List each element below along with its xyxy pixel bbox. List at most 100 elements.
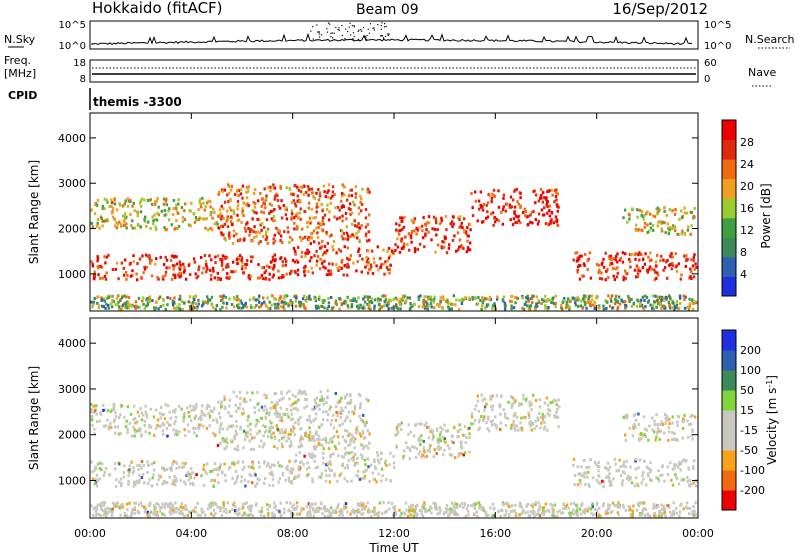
heatmap-cell xyxy=(275,424,278,428)
heatmap-cell xyxy=(315,507,318,511)
heatmap-cell xyxy=(201,271,204,275)
heatmap-cell xyxy=(336,266,339,270)
heatmap-cell xyxy=(311,480,314,484)
heatmap-cell xyxy=(111,215,115,219)
heatmap-cell xyxy=(450,302,453,306)
heatmap-cell xyxy=(504,513,507,517)
heatmap-cell xyxy=(153,504,156,508)
heatmap-cell xyxy=(270,436,273,440)
heatmap-cell xyxy=(303,304,306,308)
heatmap-cell xyxy=(513,426,516,430)
heatmap-cell xyxy=(328,234,332,238)
heatmap-cell xyxy=(495,218,498,221)
heatmap-cell xyxy=(276,446,279,450)
heatmap-cell xyxy=(253,225,256,229)
noise-search-point xyxy=(368,32,371,34)
heatmap-cell xyxy=(407,432,410,436)
heatmap-cell xyxy=(480,393,483,397)
heatmap-cell xyxy=(169,416,173,420)
heatmap-cell xyxy=(351,233,354,237)
heatmap-cell xyxy=(225,306,228,310)
heatmap-cell xyxy=(514,214,518,218)
heatmap-cell xyxy=(254,230,258,234)
heatmap-cell xyxy=(662,304,665,308)
heatmap-cell xyxy=(273,186,277,190)
heatmap-cell xyxy=(347,194,351,198)
heatmap-cell xyxy=(300,392,303,395)
heatmap-cell xyxy=(107,253,110,257)
heatmap-cell xyxy=(290,209,293,213)
heatmap-cell xyxy=(131,219,134,223)
heatmap-cell xyxy=(93,432,96,436)
heatmap-cell xyxy=(128,262,132,266)
heatmap-cell xyxy=(362,413,365,417)
heatmap-cell xyxy=(688,483,691,487)
heatmap-cell xyxy=(633,268,637,272)
heatmap-cell xyxy=(173,422,176,426)
heatmap-cell xyxy=(99,502,102,506)
heatmap-cell xyxy=(346,237,350,241)
heatmap-cell xyxy=(271,275,274,279)
heatmap-cell xyxy=(209,277,213,281)
heatmap-cell xyxy=(123,302,126,306)
heatmap-cell xyxy=(620,482,624,486)
heatmap-cell xyxy=(573,474,577,477)
heatmap-cell xyxy=(572,501,576,505)
heatmap-cell xyxy=(580,512,583,516)
heatmap-cell xyxy=(139,199,142,203)
heatmap-cell xyxy=(366,190,369,194)
heatmap-cell xyxy=(136,420,139,424)
heatmap-cell xyxy=(689,267,692,271)
heatmap-cell xyxy=(300,435,303,439)
heatmap-cell xyxy=(106,296,109,300)
heatmap-cell xyxy=(93,409,97,413)
heatmap-cell xyxy=(100,468,103,472)
heatmap-cell xyxy=(345,217,348,221)
heatmap-cell xyxy=(132,254,135,258)
heatmap-cell xyxy=(347,459,350,463)
heatmap-cell xyxy=(215,304,219,308)
heatmap-cell xyxy=(247,513,251,517)
heatmap-cell xyxy=(154,225,157,229)
heatmap-cell xyxy=(233,297,236,301)
heatmap-cell xyxy=(315,444,318,448)
heatmap-cell xyxy=(196,305,199,309)
heatmap-cell xyxy=(274,405,277,409)
heatmap-cell xyxy=(154,408,158,412)
heatmap-cell xyxy=(273,233,276,237)
heatmap-cell xyxy=(223,395,226,399)
heatmap-cell xyxy=(131,509,134,513)
heatmap-cell xyxy=(266,241,269,245)
heatmap-cell xyxy=(295,501,299,505)
heatmap-cell xyxy=(681,427,685,430)
heatmap-cell xyxy=(551,301,554,305)
heatmap-cell xyxy=(604,512,607,515)
heatmap-cell xyxy=(229,220,233,224)
heatmap-cell xyxy=(330,306,334,310)
heatmap-cell xyxy=(607,503,610,507)
heatmap-cell xyxy=(289,270,293,274)
heatmap-cell xyxy=(125,215,128,219)
heatmap-cell xyxy=(265,411,268,415)
heatmap-cell xyxy=(125,226,128,230)
heatmap-cell xyxy=(288,470,292,474)
heatmap-cell xyxy=(422,506,426,510)
heatmap-cell xyxy=(608,504,611,507)
heatmap-cell xyxy=(678,514,681,518)
heatmap-cell xyxy=(499,403,502,407)
heatmap-cell xyxy=(549,502,552,506)
heatmap-cell xyxy=(107,295,110,299)
heatmap-cell xyxy=(416,228,419,232)
heatmap-cell xyxy=(439,439,442,443)
heatmap-cell xyxy=(182,415,186,419)
heatmap-cell xyxy=(273,197,276,201)
heatmap-cell xyxy=(616,252,619,256)
heatmap-cell xyxy=(276,198,280,202)
heatmap-cell xyxy=(640,303,644,307)
heatmap-cell xyxy=(289,440,293,444)
heatmap-cell xyxy=(301,185,304,189)
heatmap-cell xyxy=(329,201,332,205)
heatmap-cell xyxy=(251,239,254,243)
heatmap-cell xyxy=(205,300,208,304)
heatmap-cell xyxy=(295,512,298,516)
